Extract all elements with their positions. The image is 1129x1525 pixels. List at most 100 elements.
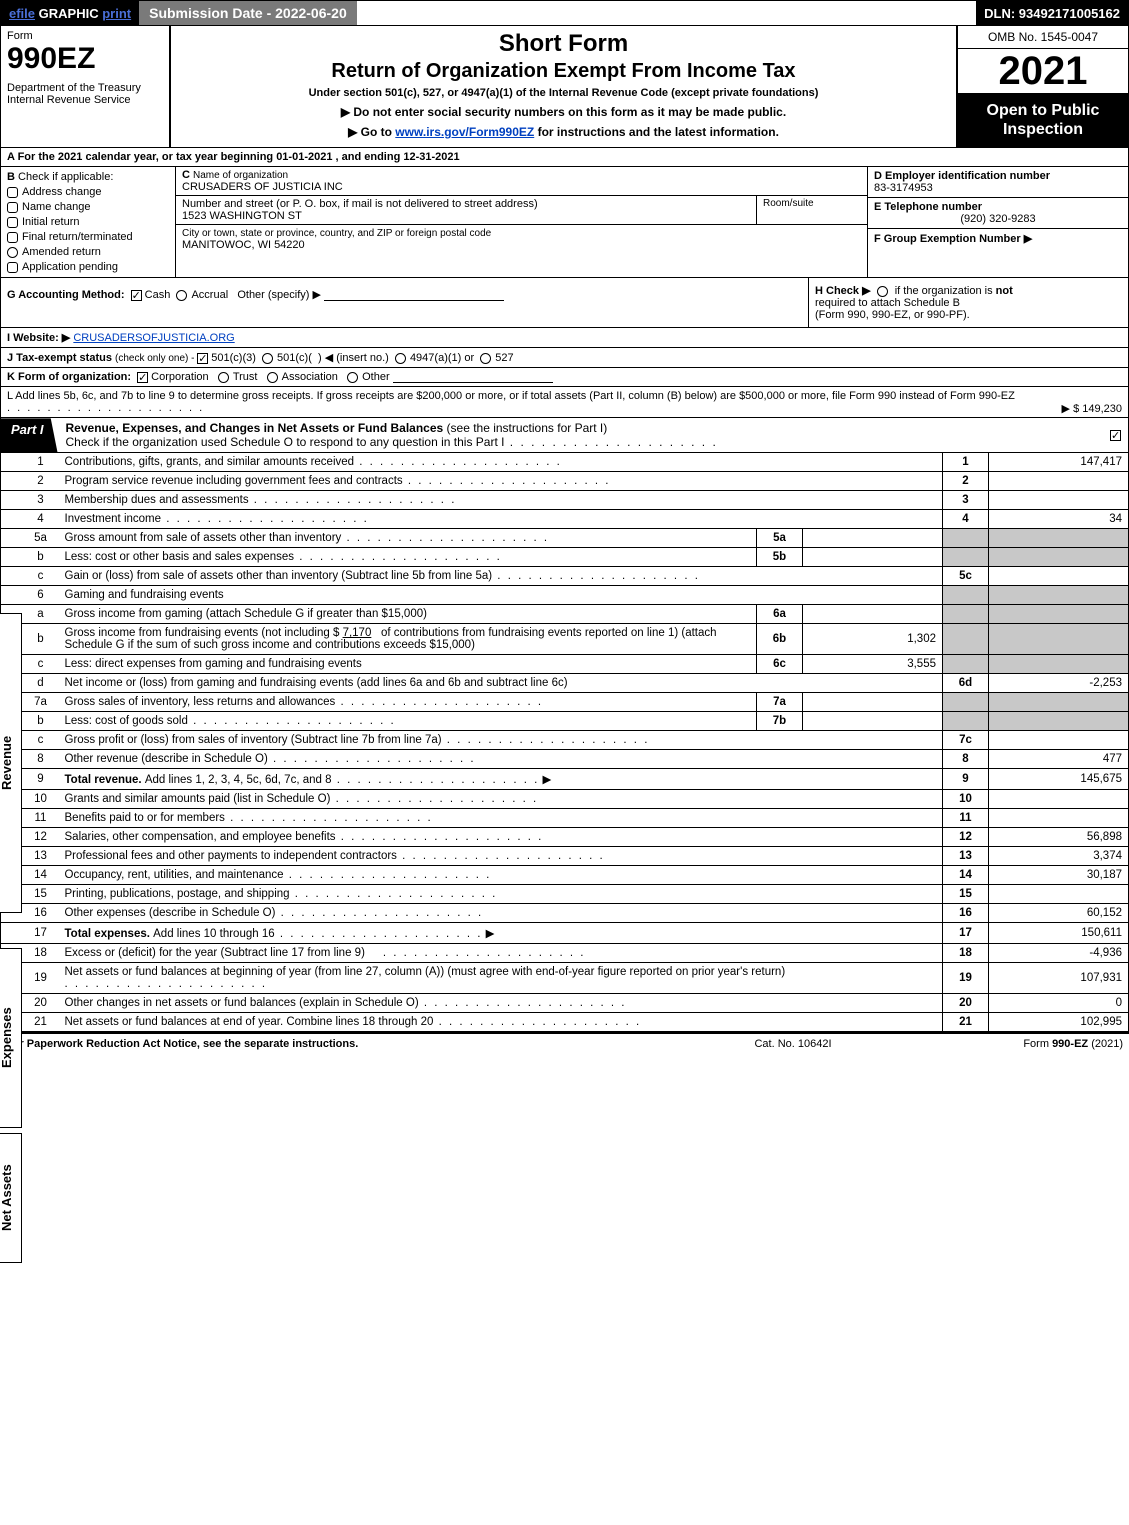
- line-18: 18 Excess or (deficit) for the year (Sub…: [1, 944, 1129, 963]
- line-17: 17 Total expenses. Add lines 10 through …: [1, 923, 1129, 944]
- line-21: 21 Net assets or fund balances at end of…: [1, 1013, 1129, 1032]
- ck-address-change[interactable]: Address change: [7, 186, 169, 198]
- room-suite-label: Room/suite: [757, 196, 867, 224]
- header-right: OMB No. 1545-0047 2021 Open to Public In…: [958, 26, 1128, 147]
- graphic-label: GRAPHIC: [39, 6, 99, 21]
- ck-name-change[interactable]: Name change: [7, 201, 169, 213]
- footer-left: For Paperwork Reduction Act Notice, see …: [6, 1038, 663, 1050]
- subtitle: Under section 501(c), 527, or 4947(a)(1)…: [179, 87, 948, 99]
- line-6a: a Gross income from gaming (attach Sched…: [1, 605, 1129, 624]
- vtab-revenue: Revenue: [0, 613, 22, 913]
- ck-trust[interactable]: [218, 372, 229, 383]
- g-accounting: G Accounting Method: Cash Accrual Other …: [1, 278, 808, 327]
- page-footer: For Paperwork Reduction Act Notice, see …: [0, 1032, 1129, 1054]
- irs-label: Internal Revenue Service: [7, 94, 163, 106]
- ck-other-org[interactable]: [347, 372, 358, 383]
- part-1-tag: Part I: [1, 418, 58, 452]
- ck-final-return[interactable]: Final return/terminated: [7, 231, 169, 243]
- col-c-org: C Name of organization CRUSADERS OF JUST…: [176, 167, 868, 277]
- line-11: 11 Benefits paid to or for members 11: [1, 809, 1129, 828]
- vtab-expenses: Expenses: [0, 948, 22, 1128]
- b-label: B: [7, 171, 15, 183]
- row-gh: G Accounting Method: Cash Accrual Other …: [0, 278, 1129, 328]
- line-6b-amount: 7,170: [343, 627, 372, 639]
- title-short-form: Short Form: [179, 30, 948, 58]
- ck-501c3[interactable]: [197, 353, 208, 364]
- cell-city: City or town, state or province, country…: [176, 225, 867, 253]
- line-12: 12 Salaries, other compensation, and emp…: [1, 828, 1129, 847]
- line-13: 13 Professional fees and other payments …: [1, 847, 1129, 866]
- header-center: Short Form Return of Organization Exempt…: [171, 26, 958, 147]
- ck-4947[interactable]: [395, 353, 406, 364]
- col-b-checkboxes: B Check if applicable: Address change Na…: [1, 167, 176, 277]
- line-10: 10 Grants and similar amounts paid (list…: [1, 790, 1129, 809]
- line-9: 9 Total revenue. Add lines 1, 2, 3, 4, 5…: [1, 769, 1129, 790]
- ck-amended-return[interactable]: Amended return: [7, 246, 169, 258]
- line-15: 15 Printing, publications, postage, and …: [1, 885, 1129, 904]
- note-goto: ▶ Go to www.irs.gov/Form990EZ for instru…: [179, 125, 948, 139]
- lines-table: 1 Contributions, gifts, grants, and simi…: [0, 453, 1129, 1032]
- footer-cat-no: Cat. No. 10642I: [663, 1038, 923, 1050]
- vtab-net-assets: Net Assets: [0, 1133, 22, 1263]
- form-word: Form: [7, 30, 163, 42]
- form-number: 990EZ: [7, 44, 163, 74]
- line-7a: 7a Gross sales of inventory, less return…: [1, 693, 1129, 712]
- ck-association[interactable]: [267, 372, 278, 383]
- row-j-tax-exempt: J Tax-exempt status (check only one) - 5…: [0, 348, 1129, 368]
- street-address: 1523 WASHINGTON ST: [182, 210, 302, 222]
- line-5a: 5a Gross amount from sale of assets othe…: [1, 529, 1129, 548]
- topbar-left: efile GRAPHIC print: [1, 1, 139, 25]
- line-6b: b Gross income from fundraising events (…: [1, 624, 1129, 655]
- line-6: 6 Gaming and fundraising events: [1, 586, 1129, 605]
- line-4: 4 Investment income 434: [1, 510, 1129, 529]
- h-schedule-b: H Check ▶ if the organization is not req…: [808, 278, 1128, 327]
- ck-corporation[interactable]: [137, 372, 148, 383]
- footer-right: Form 990-EZ (2021): [923, 1038, 1123, 1050]
- org-name: CRUSADERS OF JUSTICIA INC: [182, 181, 343, 193]
- ck-501c[interactable]: [262, 353, 273, 364]
- block-bcdef: B Check if applicable: Address change Na…: [0, 167, 1129, 278]
- website-link[interactable]: CRUSADERSOFJUSTICIA.ORG: [73, 332, 234, 344]
- submission-date: Submission Date - 2022-06-20: [139, 1, 357, 25]
- row-l-gross-receipts: L Add lines 5b, 6c, and 7b to line 9 to …: [0, 387, 1129, 418]
- ck-accrual[interactable]: [176, 290, 187, 301]
- part-1-header: Part I Revenue, Expenses, and Changes in…: [0, 418, 1129, 453]
- line-16: 16 Other expenses (describe in Schedule …: [1, 904, 1129, 923]
- ck-cash[interactable]: [131, 290, 142, 301]
- line-3: 3 Membership dues and assessments 3: [1, 491, 1129, 510]
- ck-h[interactable]: [877, 286, 888, 297]
- line-20: 20 Other changes in net assets or fund b…: [1, 994, 1129, 1013]
- open-public-badge: Open to Public Inspection: [958, 93, 1128, 147]
- line-5b: b Less: cost or other basis and sales ex…: [1, 548, 1129, 567]
- cell-group-exemption: F Group Exemption Number ▶: [868, 229, 1128, 277]
- sections-wrapper: Revenue Expenses Net Assets 1 Contributi…: [0, 453, 1129, 1032]
- dept-treasury: Department of the Treasury: [7, 82, 163, 94]
- ck-527[interactable]: [480, 353, 491, 364]
- efile-link[interactable]: efile: [9, 6, 35, 21]
- col-de: D Employer identification number 83-3174…: [868, 167, 1128, 277]
- cell-street: Number and street (or P. O. box, if mail…: [176, 196, 867, 225]
- line-8: 8 Other revenue (describe in Schedule O)…: [1, 750, 1129, 769]
- dln-label: DLN: 93492171005162: [976, 1, 1128, 25]
- line-2: 2 Program service revenue including gove…: [1, 472, 1129, 491]
- print-link[interactable]: print: [102, 6, 131, 21]
- irs-link[interactable]: www.irs.gov/Form990EZ: [395, 125, 534, 139]
- ck-application-pending[interactable]: Application pending: [7, 261, 169, 273]
- part-1-schedule-o-ck[interactable]: [1106, 418, 1128, 452]
- tax-year: 2021: [958, 49, 1128, 93]
- note-no-ssn: ▶ Do not enter social security numbers o…: [179, 105, 948, 119]
- city-state-zip: MANITOWOC, WI 54220: [182, 239, 305, 251]
- part-1-title: Revenue, Expenses, and Changes in Net As…: [58, 418, 1106, 452]
- ck-initial-return[interactable]: Initial return: [7, 216, 169, 228]
- row-i-website: I Website: ▶ CRUSADERSOFJUSTICIA.ORG: [0, 328, 1129, 348]
- cell-phone: E Telephone number (920) 320-9283: [868, 198, 1128, 229]
- row-a-tax-year: A For the 2021 calendar year, or tax yea…: [0, 148, 1129, 167]
- title-return: Return of Organization Exempt From Incom…: [179, 60, 948, 83]
- l-amount: ▶ $ 149,230: [1062, 402, 1122, 415]
- other-specify-line[interactable]: [324, 300, 504, 301]
- line-5c: c Gain or (loss) from sale of assets oth…: [1, 567, 1129, 586]
- line-19: 19 Net assets or fund balances at beginn…: [1, 963, 1129, 994]
- line-6d: d Net income or (loss) from gaming and f…: [1, 674, 1129, 693]
- other-org-line[interactable]: [393, 382, 553, 383]
- line-14: 14 Occupancy, rent, utilities, and maint…: [1, 866, 1129, 885]
